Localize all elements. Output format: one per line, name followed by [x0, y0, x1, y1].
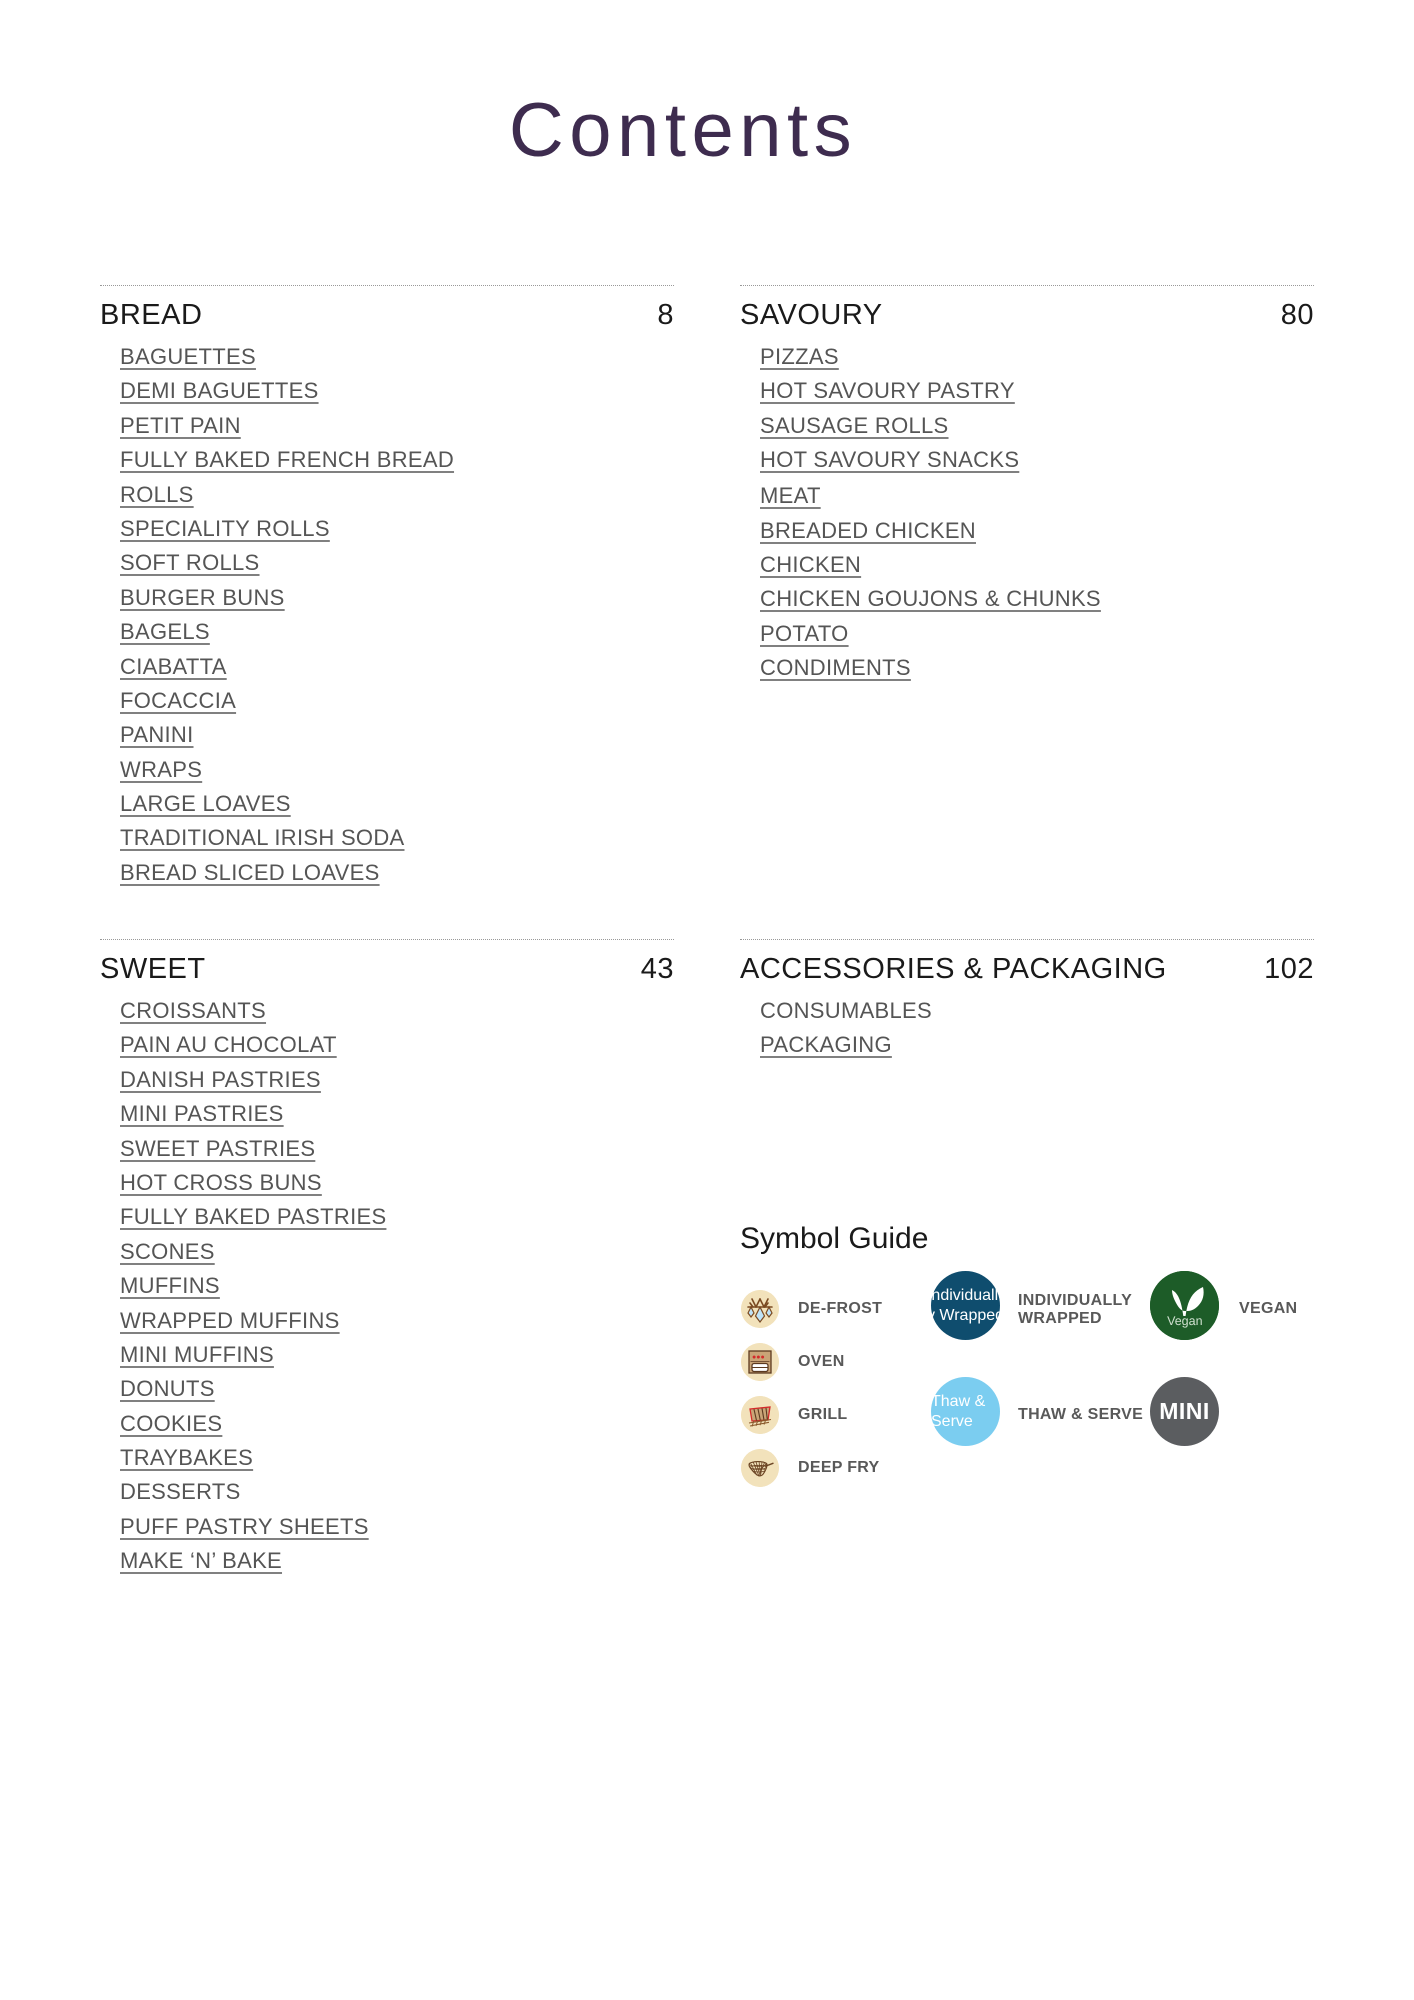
- svg-text:Vegan: Vegan: [1167, 1314, 1203, 1328]
- svg-text:●●●: ●●●: [752, 1354, 765, 1361]
